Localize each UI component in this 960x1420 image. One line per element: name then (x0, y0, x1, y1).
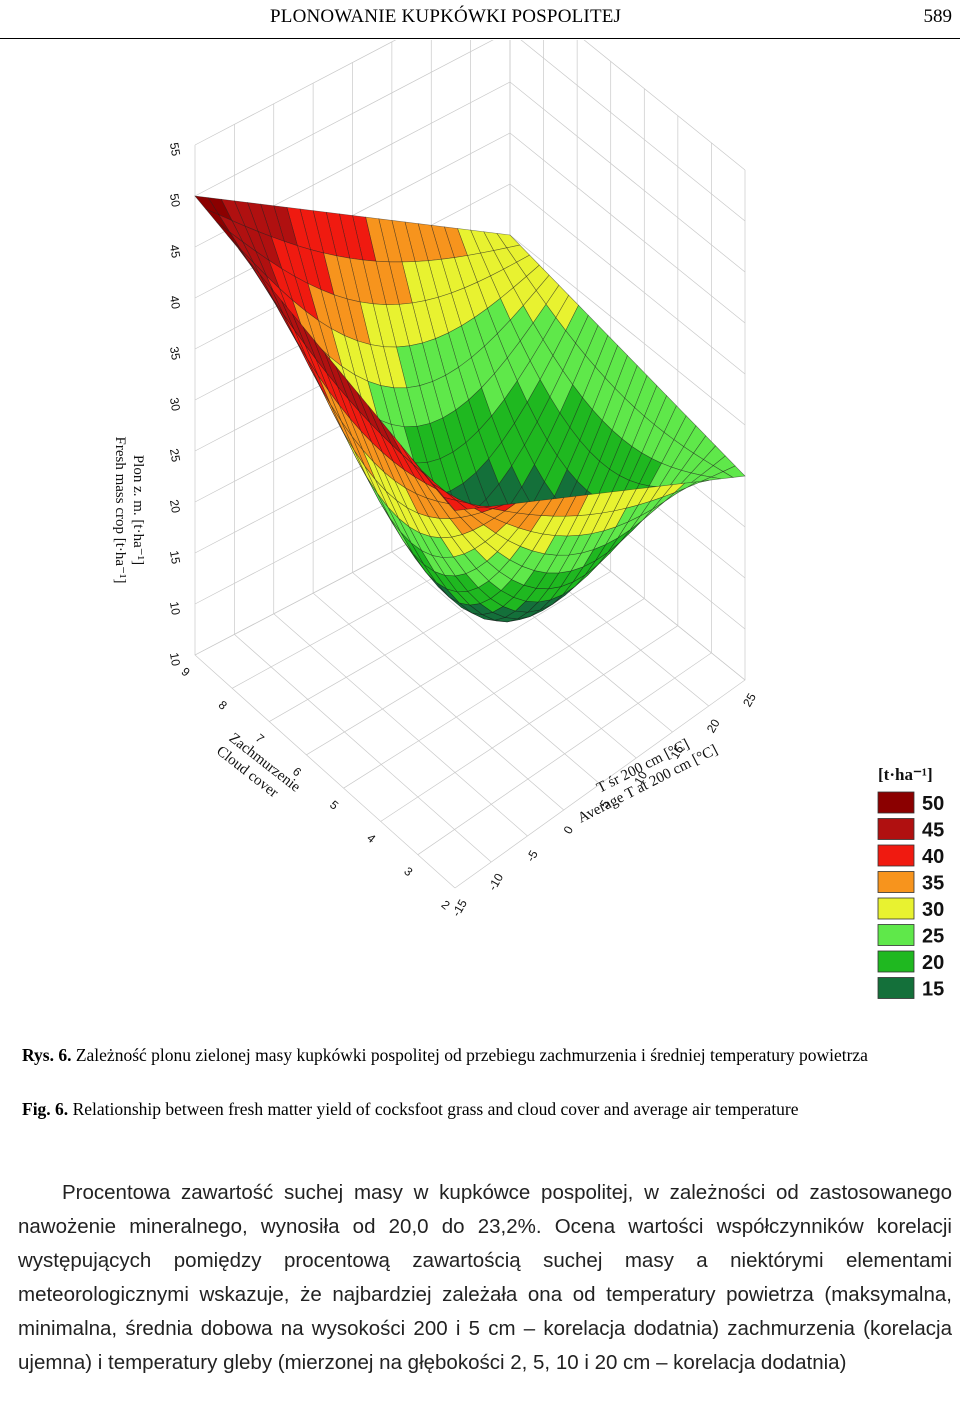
grid-line-cloud (380, 115, 679, 822)
running-title: PLONOWANIE KUPKÓWKI POSPOLITEJ (270, 6, 622, 27)
legend-label: 45 (922, 820, 944, 842)
legend-swatch (877, 924, 915, 946)
y-tick-label: 10 (631, 768, 650, 787)
z-tick-label: 20 (167, 499, 183, 515)
caption-en-label: Fig. 6. (22, 1099, 69, 1119)
y-tick-label: 25 (740, 690, 759, 709)
grid-line-cloud (343, 88, 645, 789)
grid-line-cloud (417, 142, 712, 856)
x-tick-label: 7 (253, 731, 267, 746)
chart-legend: [t·ha⁻¹] 50 45 40 35 30 25 20 15 (877, 765, 944, 1001)
legend-swatch (877, 791, 915, 814)
legend-label: 30 (922, 899, 944, 921)
caption-pl-text: Zależność plonu zielonej masy kupkówki p… (75, 1045, 868, 1065)
legend-swatch (877, 897, 915, 920)
figure-caption-en: Fig. 6. Relationship between fresh matte… (22, 1096, 957, 1122)
legend-label: 15 (922, 979, 944, 1001)
z-tick-label: 15 (167, 550, 183, 566)
body-text: Procentowa zawartość suchej masy w kupkó… (18, 1176, 952, 1380)
legend-label: 35 (922, 873, 944, 895)
z-tick-label: 30 (167, 397, 183, 413)
z-tick-label: 40 (167, 295, 183, 311)
body-paragraph: Procentowa zawartość suchej masy w kupkó… (18, 1181, 952, 1374)
legend-label: 20 (922, 952, 944, 974)
page-number: 589 (923, 6, 953, 27)
y-tick-label: -10 (485, 871, 506, 893)
surface-chart: 101015202530354045505523456789-15-10-505… (112, 40, 944, 1001)
legend-title: [t·ha⁻¹] (878, 765, 933, 784)
legend-label: 50 (922, 793, 944, 815)
legend-swatch (877, 977, 915, 999)
z-axis-title-en: Fresh mass crop [t·ha⁻¹] (112, 437, 128, 584)
z-tick-label: 35 (167, 346, 183, 362)
z-tick-label: 10 (167, 652, 183, 668)
grid-line-cloud (454, 170, 746, 889)
grid-line-cloud (306, 61, 612, 756)
y-tick-label: -15 (449, 897, 470, 919)
legend-swatch (877, 950, 915, 973)
z-axis-title-pl: Plon z. m. [t·ha⁻¹] (130, 455, 146, 565)
x-tick-label: 9 (179, 664, 193, 679)
x-tick-label: 4 (364, 831, 378, 846)
z-tick-label: 55 (167, 142, 183, 158)
z-tick-label: 50 (167, 193, 183, 209)
x-tick-label: 3 (401, 864, 415, 879)
surface-cell (443, 496, 468, 511)
z-tick-label: 45 (167, 244, 183, 260)
page-header: PLONOWANIE KUPKÓWKI POSPOLITEJ 589 (0, 0, 960, 39)
legend-label: 25 (922, 926, 944, 948)
figure-caption-pl: Rys. 6. Zależność plonu zielonej masy ku… (22, 1042, 957, 1068)
grid-line-z (194, 40, 746, 222)
legend-swatch (877, 844, 915, 867)
legend-swatch (877, 871, 915, 893)
caption-pl-label: Rys. 6. (22, 1045, 72, 1065)
z-axis-title: Plon z. m. [t·ha⁻¹] Fresh mass crop [t·h… (112, 437, 146, 584)
y-tick-label: 20 (704, 716, 723, 735)
caption-en-text: Relationship between fresh matter yield … (72, 1099, 799, 1119)
y-tick-label: -5 (523, 848, 541, 865)
x-tick-label: 5 (327, 798, 341, 813)
y-tick-label: 15 (668, 742, 687, 761)
chart-surface (194, 195, 746, 623)
z-tick-label: 25 (167, 448, 183, 464)
x-tick-label: 8 (216, 698, 230, 713)
z-tick-label: 10 (167, 601, 183, 617)
grid-line-z (194, 40, 746, 171)
y-tick-label: 0 (561, 823, 577, 836)
legend-swatch (877, 818, 915, 840)
legend-label: 40 (922, 846, 944, 868)
